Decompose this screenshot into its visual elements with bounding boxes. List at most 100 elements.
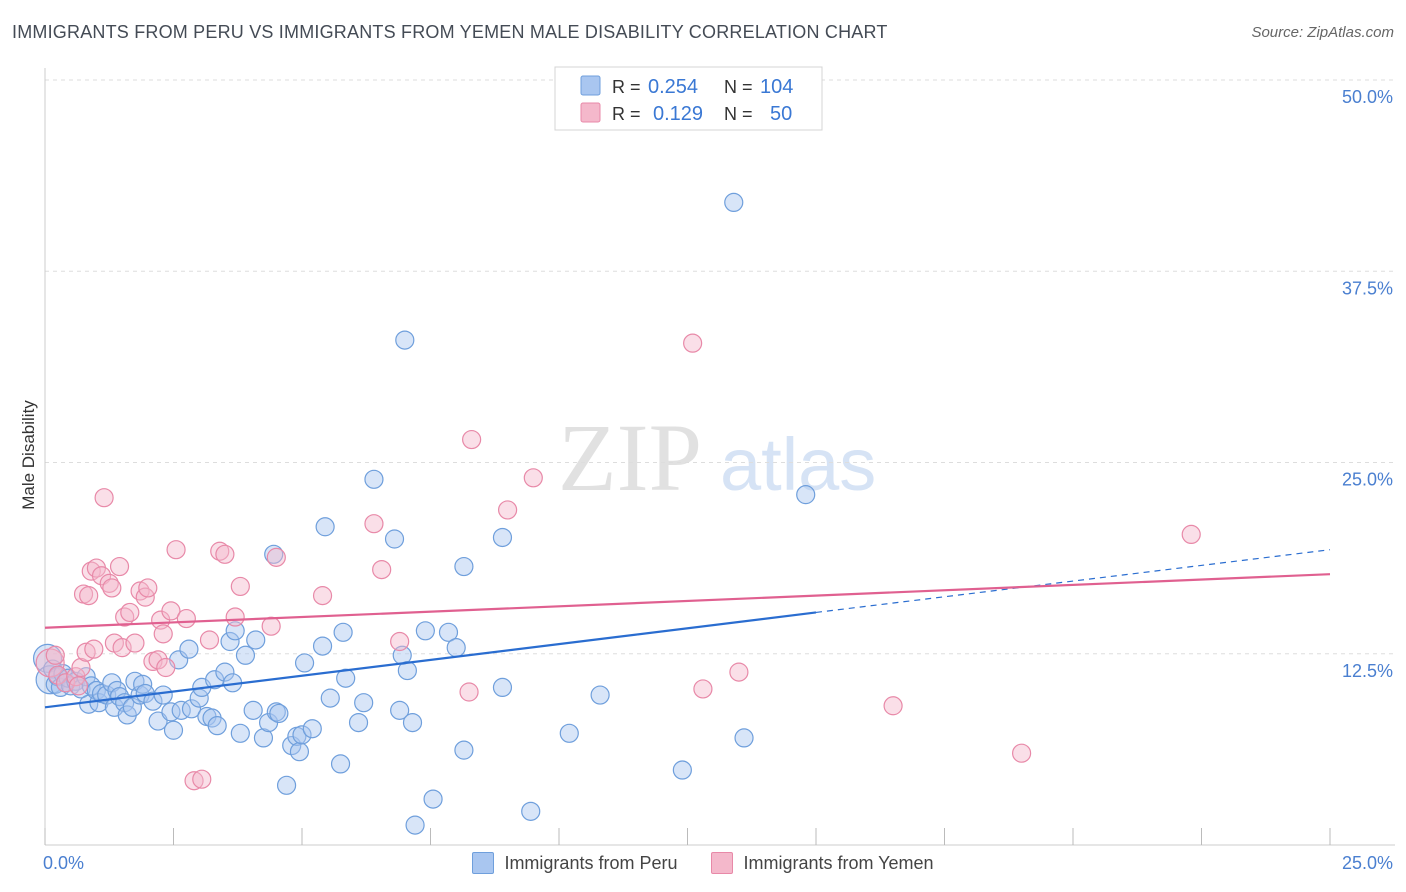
legend-n-label-yemen: N = [724,104,753,124]
yemen-point-55 [1011,743,1032,763]
peru-point-79 [402,712,423,733]
legend-swatch-peru [580,75,601,96]
peru-point-66 [315,517,335,537]
yemen-point-25 [138,578,158,598]
peru-point-93 [724,192,744,212]
yemen-point-21 [120,602,140,623]
yemen-point-36 [199,630,220,650]
legend-n-value-yemen: 50 [770,103,792,125]
yemen-point-48 [462,429,482,450]
peru-point-94 [734,728,754,748]
peru-trend-extension [815,549,1331,614]
yemen-point-34 [184,771,204,791]
y-tick-label-1: 25.0% [1342,470,1393,490]
peru-point-67 [320,688,340,708]
y-tick-label-0: 12.5% [1342,661,1393,681]
peru-point-87 [492,527,513,548]
yemen-point-53 [729,662,749,682]
yemen-point-32 [166,540,186,560]
peru-point-82 [423,789,443,809]
trend-lines [44,549,1331,709]
y-tick-label-2: 37.5% [1342,278,1393,298]
yemen-point-31 [161,601,181,621]
peru-point-33 [161,702,181,722]
peru-point-68 [330,754,351,774]
yemen-point-52 [693,679,713,699]
legend-r-value-yemen: 0.129 [653,103,703,125]
peru-point-91 [590,685,610,705]
legend-label-yemen: Immigrants from Yemen [743,852,934,873]
peru-point-75 [390,700,410,720]
peru-point-71 [348,712,369,733]
peru-point-32 [153,685,173,705]
peru-point-46 [220,631,240,652]
peru-point-85 [454,556,474,577]
peru-point-38 [181,699,202,719]
yemen-point-39 [225,607,245,627]
yemen-trend-line [44,573,1331,629]
peru-point-58 [276,775,297,795]
yemen-point-42 [266,547,286,567]
peru-point-73 [364,469,384,489]
chart-source: Source: ZipAtlas.com [1251,24,1394,41]
yemen-point-51 [683,333,703,353]
yemen-point-9 [79,586,99,606]
yemen-point-23 [130,581,150,601]
legend-swatch-yemen-bottom [711,852,734,874]
yemen-point-14 [94,488,114,508]
chart-title: IMMIGRANTS FROM PERU VS IMMIGRANTS FROM … [12,22,888,42]
peru-point-36 [171,700,191,720]
legend-swatch-peru-bottom [472,852,495,874]
peru-point-88 [492,677,513,698]
yemen-point-50 [523,468,543,488]
data-points [32,192,1201,835]
peru-point-77 [395,330,415,350]
peru-point-95 [796,485,816,505]
legend-r-label-peru: R = [612,77,641,97]
peru-point-78 [397,660,417,681]
yemen-point-54 [883,696,903,716]
legend-item-yemen: Immigrants from Yemen [711,852,934,874]
yemen-point-40 [230,576,250,597]
yemen-point-6 [71,657,91,678]
series-legend: Immigrants from Peru Immigrants from Yem… [0,852,1406,874]
peru-point-80 [405,815,425,835]
watermark-zip: ZIP [558,404,702,511]
peru-point-48 [225,621,245,641]
yemen-point-22 [125,633,145,653]
peru-point-61 [289,742,310,762]
grid-lines [45,79,1395,655]
yemen-point-30 [156,657,176,678]
yemen-point-13 [91,566,112,586]
peru-point-44 [207,716,227,736]
yemen-point-19 [112,638,132,658]
peru-point-81 [415,621,435,641]
yemen-point-43 [312,586,333,606]
yemen-point-8 [76,642,96,662]
yemen-point-45 [372,559,392,580]
yemen-point-47 [459,682,479,702]
legend-r-label-yemen: R = [612,104,641,124]
legend-swatch-yemen [580,102,601,123]
yemen-point-38 [215,544,235,564]
peru-trend-line [44,611,817,709]
peru-point-62 [292,725,312,745]
peru-point-49 [230,723,250,743]
yemen-point-29 [153,624,173,644]
peru-point-25 [122,697,142,717]
x-tick-label-1: 25.0% [1342,853,1393,873]
yemen-point-10 [81,561,101,581]
peru-point-90 [559,723,579,743]
yemen-point-35 [192,769,212,789]
peru-point-72 [354,693,374,713]
peru-point-84 [446,638,466,658]
yemen-point-44 [364,514,384,534]
peru-point-34 [163,720,184,740]
yemen-point-18 [109,556,130,577]
peru-point-51 [243,700,263,720]
peru-point-55 [264,544,284,564]
legend-item-peru: Immigrants from Peru [472,852,677,874]
peru-point-15 [86,680,107,701]
x-tick-label-0: 0.0% [43,853,84,873]
